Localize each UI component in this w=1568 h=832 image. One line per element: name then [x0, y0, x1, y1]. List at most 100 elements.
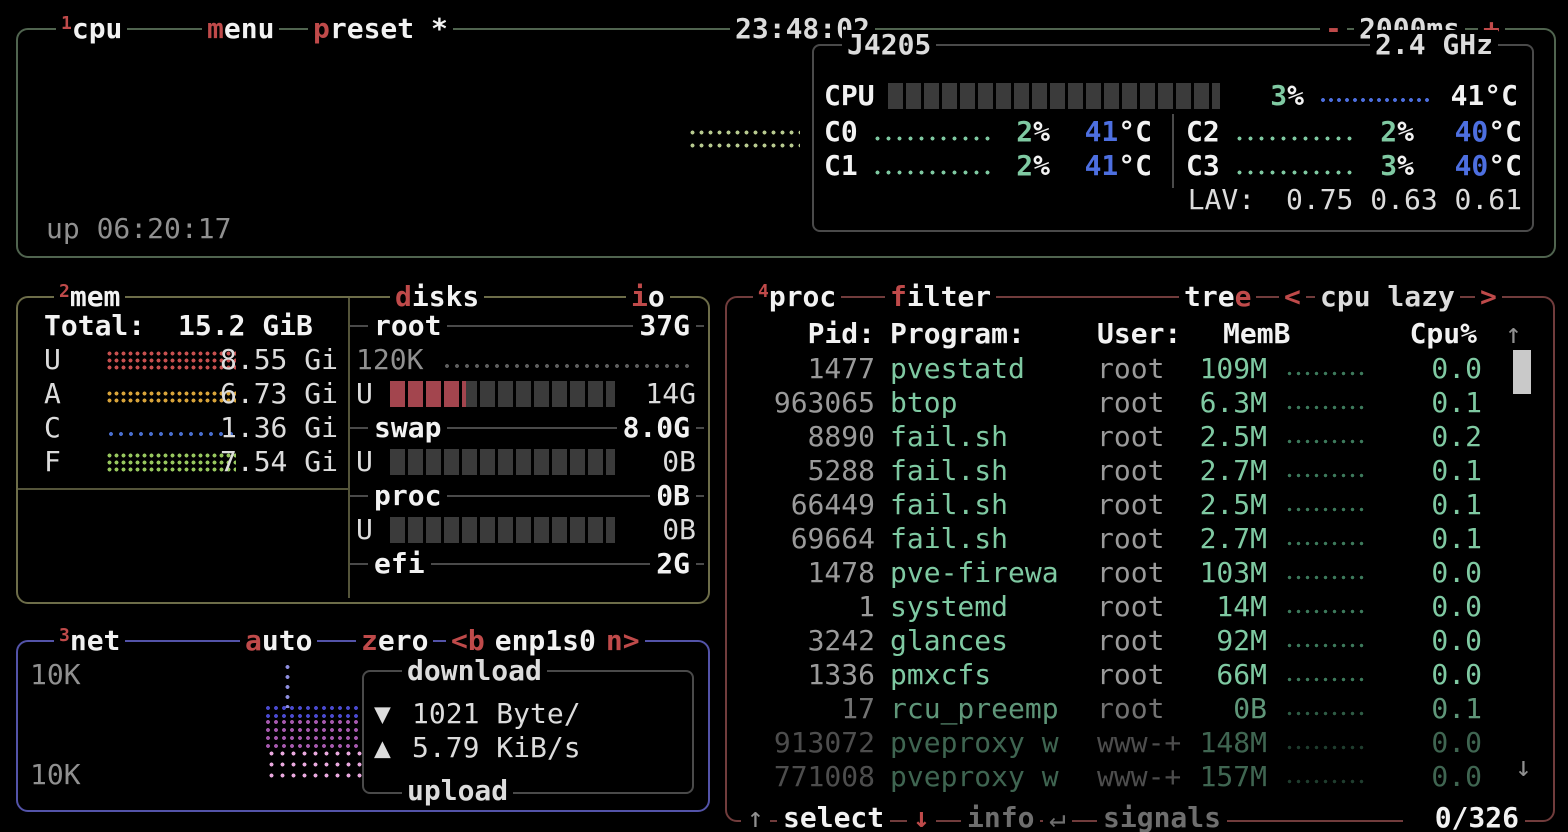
mem-row-key: C	[44, 411, 61, 444]
download-arrow-icon: ▼	[374, 697, 391, 730]
mem-total-value: 15.2 GiB	[178, 309, 313, 342]
table-row[interactable]: 771008 pveproxy w www-+ 157M 0.0	[727, 762, 1553, 792]
select-button[interactable]: select	[777, 804, 891, 832]
preset-button[interactable]: preset *	[308, 14, 453, 44]
select-down-icon[interactable]: ↓	[907, 804, 936, 832]
cpu-box-title[interactable]: 1cpu	[56, 13, 128, 44]
process-mem: 14M	[1216, 590, 1267, 623]
proc-box: 4proc filter tree < cpu lazy > Pid: Prog…	[725, 281, 1555, 832]
tree-toggle[interactable]: tree	[1179, 282, 1257, 312]
net-interface-switcher[interactable]: <b enp1s0 n>	[446, 626, 645, 656]
process-mem: 92M	[1216, 624, 1267, 657]
process-pid: 771008	[773, 760, 875, 793]
mem-row-value: 6.73 Gi	[219, 377, 338, 410]
core-usage-graph	[1234, 134, 1352, 143]
select-up-icon[interactable]: ↑	[741, 804, 770, 832]
iface-prev-button[interactable]: <b	[451, 624, 485, 657]
process-cpu: 0.0	[1431, 590, 1482, 623]
mem-box-title[interactable]: 2mem	[54, 281, 126, 312]
header-program[interactable]: Program:	[890, 317, 1025, 350]
table-row[interactable]: 66449 fail.sh root 2.5M 0.1	[727, 490, 1553, 520]
mem-row-key: U	[44, 343, 61, 376]
table-row[interactable]: 3242 glances root 92M 0.0	[727, 626, 1553, 656]
table-row[interactable]: 1477 pvestatd root 109M 0.0	[727, 354, 1553, 384]
cpu-total-label: CPU	[824, 79, 875, 112]
mem-row-key: F	[44, 445, 61, 478]
process-mem: 0B	[1233, 692, 1267, 725]
process-cpu: 0.0	[1431, 726, 1482, 759]
scroll-down-icon[interactable]: ↓	[1515, 750, 1532, 783]
net-zero-toggle[interactable]: zero	[356, 626, 434, 656]
filter-button[interactable]: filter	[885, 282, 997, 312]
header-user[interactable]: User:	[1097, 317, 1182, 350]
disk-swap-used-row: U 0B	[350, 448, 704, 476]
upload-value: 5.79 KiB/s	[412, 731, 581, 764]
disks-title[interactable]: disks	[390, 282, 485, 312]
header-cpu[interactable]: Cpu%	[1409, 317, 1477, 350]
process-user: root	[1097, 590, 1165, 623]
process-mem: 109M	[1199, 352, 1267, 385]
table-row[interactable]: 69664 fail.sh root 2.7M 0.1	[727, 524, 1553, 554]
process-cpu-graph	[1285, 675, 1365, 684]
process-cpu: 0.1	[1431, 522, 1482, 555]
process-pid: 3242	[807, 624, 875, 657]
process-cpu-graph	[1285, 607, 1365, 616]
interval-minus-button[interactable]: -	[1320, 14, 1347, 44]
sort-next-button[interactable]: >	[1475, 282, 1502, 312]
proc-table-header: Pid: Program: User: MemB Cpu% ↑	[727, 320, 1549, 348]
io-mode-toggle[interactable]: io	[626, 282, 670, 312]
menu-button[interactable]: menu	[202, 14, 280, 44]
download-value: 1021 Byte/	[412, 697, 581, 730]
table-row[interactable]: 8890 fail.sh root 2.5M 0.2	[727, 422, 1553, 452]
disk-root-used-row: U 14G	[350, 380, 704, 408]
process-cpu-graph	[1285, 743, 1365, 752]
disk-used-value: 0B	[662, 513, 696, 546]
core-label: C3	[1186, 149, 1220, 182]
mem-row-value: 8.55 Gi	[219, 343, 338, 376]
core-percent: 2%	[1380, 115, 1414, 148]
scrollbar-thumb[interactable]	[1513, 350, 1531, 394]
table-row[interactable]: 963065 btop root 6.3M 0.1	[727, 388, 1553, 418]
table-row[interactable]: 17 rcu_preemp root 0B 0.1	[727, 694, 1553, 724]
header-mem[interactable]: MemB	[1223, 317, 1291, 350]
table-row[interactable]: 913072 pveproxy w www-+ 148M 0.0	[727, 728, 1553, 758]
core-usage-graph	[872, 134, 990, 143]
net-auto-toggle[interactable]: auto	[240, 626, 318, 656]
header-pid[interactable]: Pid:	[807, 317, 875, 350]
net-box-title[interactable]: 3net	[54, 625, 126, 656]
process-name: pveproxy w	[890, 726, 1059, 759]
info-button[interactable]: info	[961, 804, 1041, 832]
signals-button[interactable]: signals	[1097, 804, 1228, 832]
process-pid: 913072	[773, 726, 875, 759]
process-cpu-graph	[1285, 505, 1365, 514]
disk-size: 8.0G	[616, 414, 696, 442]
disk-size: 2G	[650, 550, 696, 578]
download-row: ▼ 1021 Byte/	[364, 700, 692, 728]
process-pid: 963065	[773, 386, 875, 419]
scroll-up-icon[interactable]: ↑	[1505, 317, 1522, 350]
disk-name: swap	[368, 414, 448, 442]
table-row[interactable]: 1336 pmxcfs root 66M 0.0	[727, 660, 1553, 690]
process-name: pveproxy w	[890, 760, 1059, 793]
disk-used-value: 14G	[645, 377, 696, 410]
table-row[interactable]: 5288 fail.sh root 2.7M 0.1	[727, 456, 1553, 486]
core-label: C1	[824, 149, 858, 182]
mem-row-used: U 8.55 Gi	[18, 346, 348, 374]
sort-prev-button[interactable]: <	[1279, 282, 1306, 312]
process-user: root	[1097, 352, 1165, 385]
proc-box-title[interactable]: 4proc	[753, 281, 842, 312]
mem-total-row: Total: 15.2 GiB	[44, 312, 313, 340]
table-row[interactable]: 1478 pve-firewa root 103M 0.0	[727, 558, 1553, 588]
disk-used-meter	[390, 517, 615, 543]
iface-next-button[interactable]: n>	[605, 624, 640, 657]
disk-root-io-row: 120K	[350, 346, 704, 374]
table-row[interactable]: 1 systemd root 14M 0.0	[727, 592, 1553, 622]
process-mem: 2.7M	[1199, 454, 1267, 487]
core-percent: 3%	[1380, 149, 1414, 182]
mem-row-available: A 6.73 Gi	[18, 380, 348, 408]
process-name: btop	[890, 386, 958, 419]
mem-row-value: 7.54 Gi	[219, 445, 338, 478]
disk-used-key: U	[356, 513, 373, 546]
disk-size: 0B	[650, 482, 696, 510]
upload-label: upload	[402, 776, 514, 806]
